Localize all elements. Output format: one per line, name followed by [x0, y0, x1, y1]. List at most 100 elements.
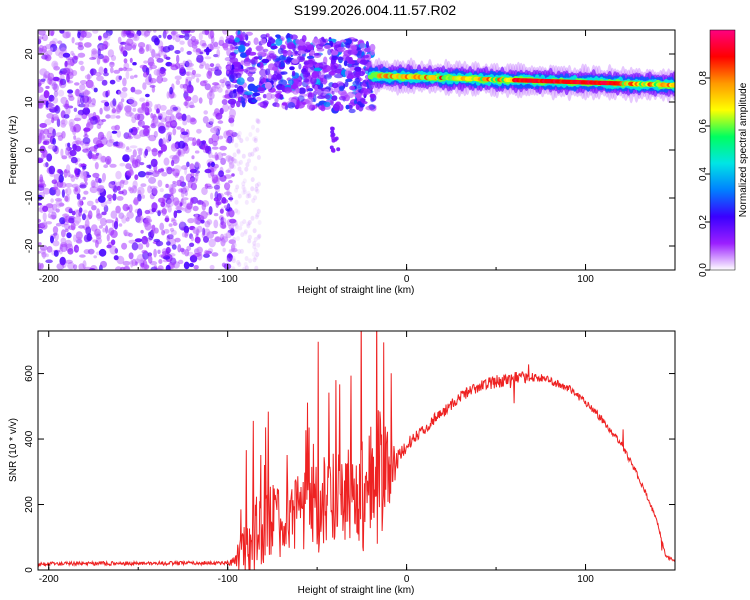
heatmap-signal-cell	[331, 50, 339, 56]
heatmap-noise-cell	[153, 248, 157, 258]
heatmap-noise-cell	[250, 186, 255, 192]
heatmap-signal-cell	[250, 58, 256, 65]
heatmap-noise-cell	[86, 152, 91, 157]
heatmap-noise-cell	[145, 44, 150, 52]
heatmap-noise-cell	[87, 103, 96, 108]
heatmap-noise-cell	[112, 193, 117, 201]
heatmap-noise-cell	[166, 193, 175, 203]
heatmap-noise-cell	[133, 33, 138, 41]
heatmap-signal-cell	[331, 90, 335, 95]
heatmap-noise-cell	[234, 199, 239, 205]
x-tick-label: 0	[404, 574, 410, 585]
heatmap-noise-cell	[230, 228, 235, 236]
heatmap-noise-cell	[184, 167, 188, 176]
heatmap-noise-cell	[236, 260, 241, 265]
heatmap-signal-cell	[260, 37, 267, 45]
heatmap-noise-cell	[212, 45, 221, 50]
heatmap-noise-cell	[159, 222, 165, 231]
heatmap-noise-cell	[199, 80, 207, 87]
heatmap-noise-cell	[51, 60, 59, 69]
heatmap-noise-cell	[244, 256, 249, 261]
heatmap-noise-cell	[38, 185, 45, 191]
heatmap-noise-cell	[185, 71, 192, 76]
heatmap-noise-cell	[174, 75, 182, 81]
heatmap-noise-cell	[236, 209, 241, 215]
heatmap-noise-cell	[113, 255, 119, 261]
heatmap-noise-cell	[254, 186, 259, 192]
heatmap-noise-cell	[38, 250, 41, 254]
snr-y-ticks: 0 200 400 600	[24, 365, 675, 573]
heatmap-noise-cell	[157, 179, 163, 188]
heatmap-signal-cell	[245, 49, 251, 56]
heatmap-noise-cell	[239, 138, 244, 144]
heatmap-noise-cell	[172, 128, 177, 136]
heatmap-noise-cell	[129, 166, 133, 176]
heatmap-noise-cell	[161, 172, 168, 177]
heatmap-noise-cell	[41, 45, 47, 53]
heatmap-noise-cell	[242, 187, 247, 193]
heatmap-signal-cell	[370, 49, 375, 56]
heatmap-noise-cell	[92, 137, 101, 145]
heatmap-noise-cell	[108, 227, 115, 236]
heatmap-noise-cell	[74, 145, 82, 152]
heatmap-noise-cell	[58, 78, 63, 87]
heatmap-noise-cell	[46, 50, 53, 56]
heatmap-noise-cell	[255, 188, 260, 194]
heatmap-noise-cell	[206, 231, 215, 239]
heatmap-noise-cell	[230, 121, 235, 127]
y-tick-label: 10	[24, 96, 35, 108]
heatmap-noise-cell	[216, 49, 221, 58]
heatmap-noise-cell	[57, 89, 65, 97]
heatmap-noise-cell	[244, 265, 249, 270]
heatmap-noise-cell	[171, 143, 178, 149]
heatmap-noise-cell	[143, 31, 149, 38]
heatmap-noise-cell	[94, 162, 99, 170]
heatmap-noise-cell	[234, 227, 239, 233]
heatmap-noise-cell	[99, 136, 108, 146]
heatmap-noise-cell	[228, 254, 234, 260]
heatmap-noise-cell	[174, 50, 181, 54]
heatmap-noise-cell	[132, 180, 138, 189]
heatmap-noise-cell	[256, 235, 261, 240]
heatmap-noise-cell	[204, 63, 210, 70]
heatmap-noise-cell	[109, 245, 118, 255]
heatmap-noise-cell	[159, 254, 167, 258]
heatmap-signal-cell	[270, 94, 276, 99]
heatmap-signal-cell	[228, 62, 232, 71]
heatmap-signal-cell	[272, 73, 278, 81]
heatmap-noise-cell	[199, 64, 204, 69]
heatmap-noise-cell	[59, 256, 66, 266]
heatmap-noise-cell	[66, 73, 70, 83]
heatmap-noise-cell	[202, 227, 206, 236]
heatmap-noise-cell	[234, 222, 239, 228]
heatmap-noise-cell	[38, 179, 45, 187]
heatmap-noise-cell	[225, 138, 231, 143]
heatmap-noise-cell	[211, 85, 219, 93]
heatmap-noise-cell	[99, 107, 103, 115]
heatmap-noise-cell	[209, 42, 215, 51]
heatmap-noise-cell	[38, 38, 42, 45]
heatmap-noise-cell	[123, 58, 128, 64]
heatmap-noise-cell	[153, 30, 157, 33]
heatmap-noise-cell	[90, 68, 94, 77]
heatmap-noise-cell	[205, 145, 210, 154]
heatmap-noise-cell	[180, 187, 188, 194]
heatmap-noise-cell	[75, 231, 83, 240]
heatmap-noise-cell	[122, 154, 130, 163]
heatmap-noise-cell	[170, 121, 178, 127]
heatmap-noise-cell	[148, 176, 157, 184]
heatmap-noise-cell	[253, 195, 258, 201]
heatmap-noise-cell	[74, 187, 79, 192]
heatmap-noise-cell	[124, 105, 132, 113]
heatmap-noise-cell	[242, 266, 247, 270]
heatmap-noise-cell	[111, 130, 118, 134]
heatmap-noise-cell	[113, 69, 121, 74]
heatmap-noise-cell	[189, 242, 195, 247]
spectrogram-y-axis-label: Frequency (Hz)	[8, 116, 19, 185]
heatmap-noise-cell	[254, 214, 259, 220]
heatmap-noise-cell	[169, 86, 174, 95]
heatmap-noise-cell	[58, 174, 64, 183]
heatmap-noise-cell	[170, 30, 179, 35]
heatmap-noise-cell	[217, 135, 224, 140]
heatmap-noise-cell	[184, 205, 192, 214]
